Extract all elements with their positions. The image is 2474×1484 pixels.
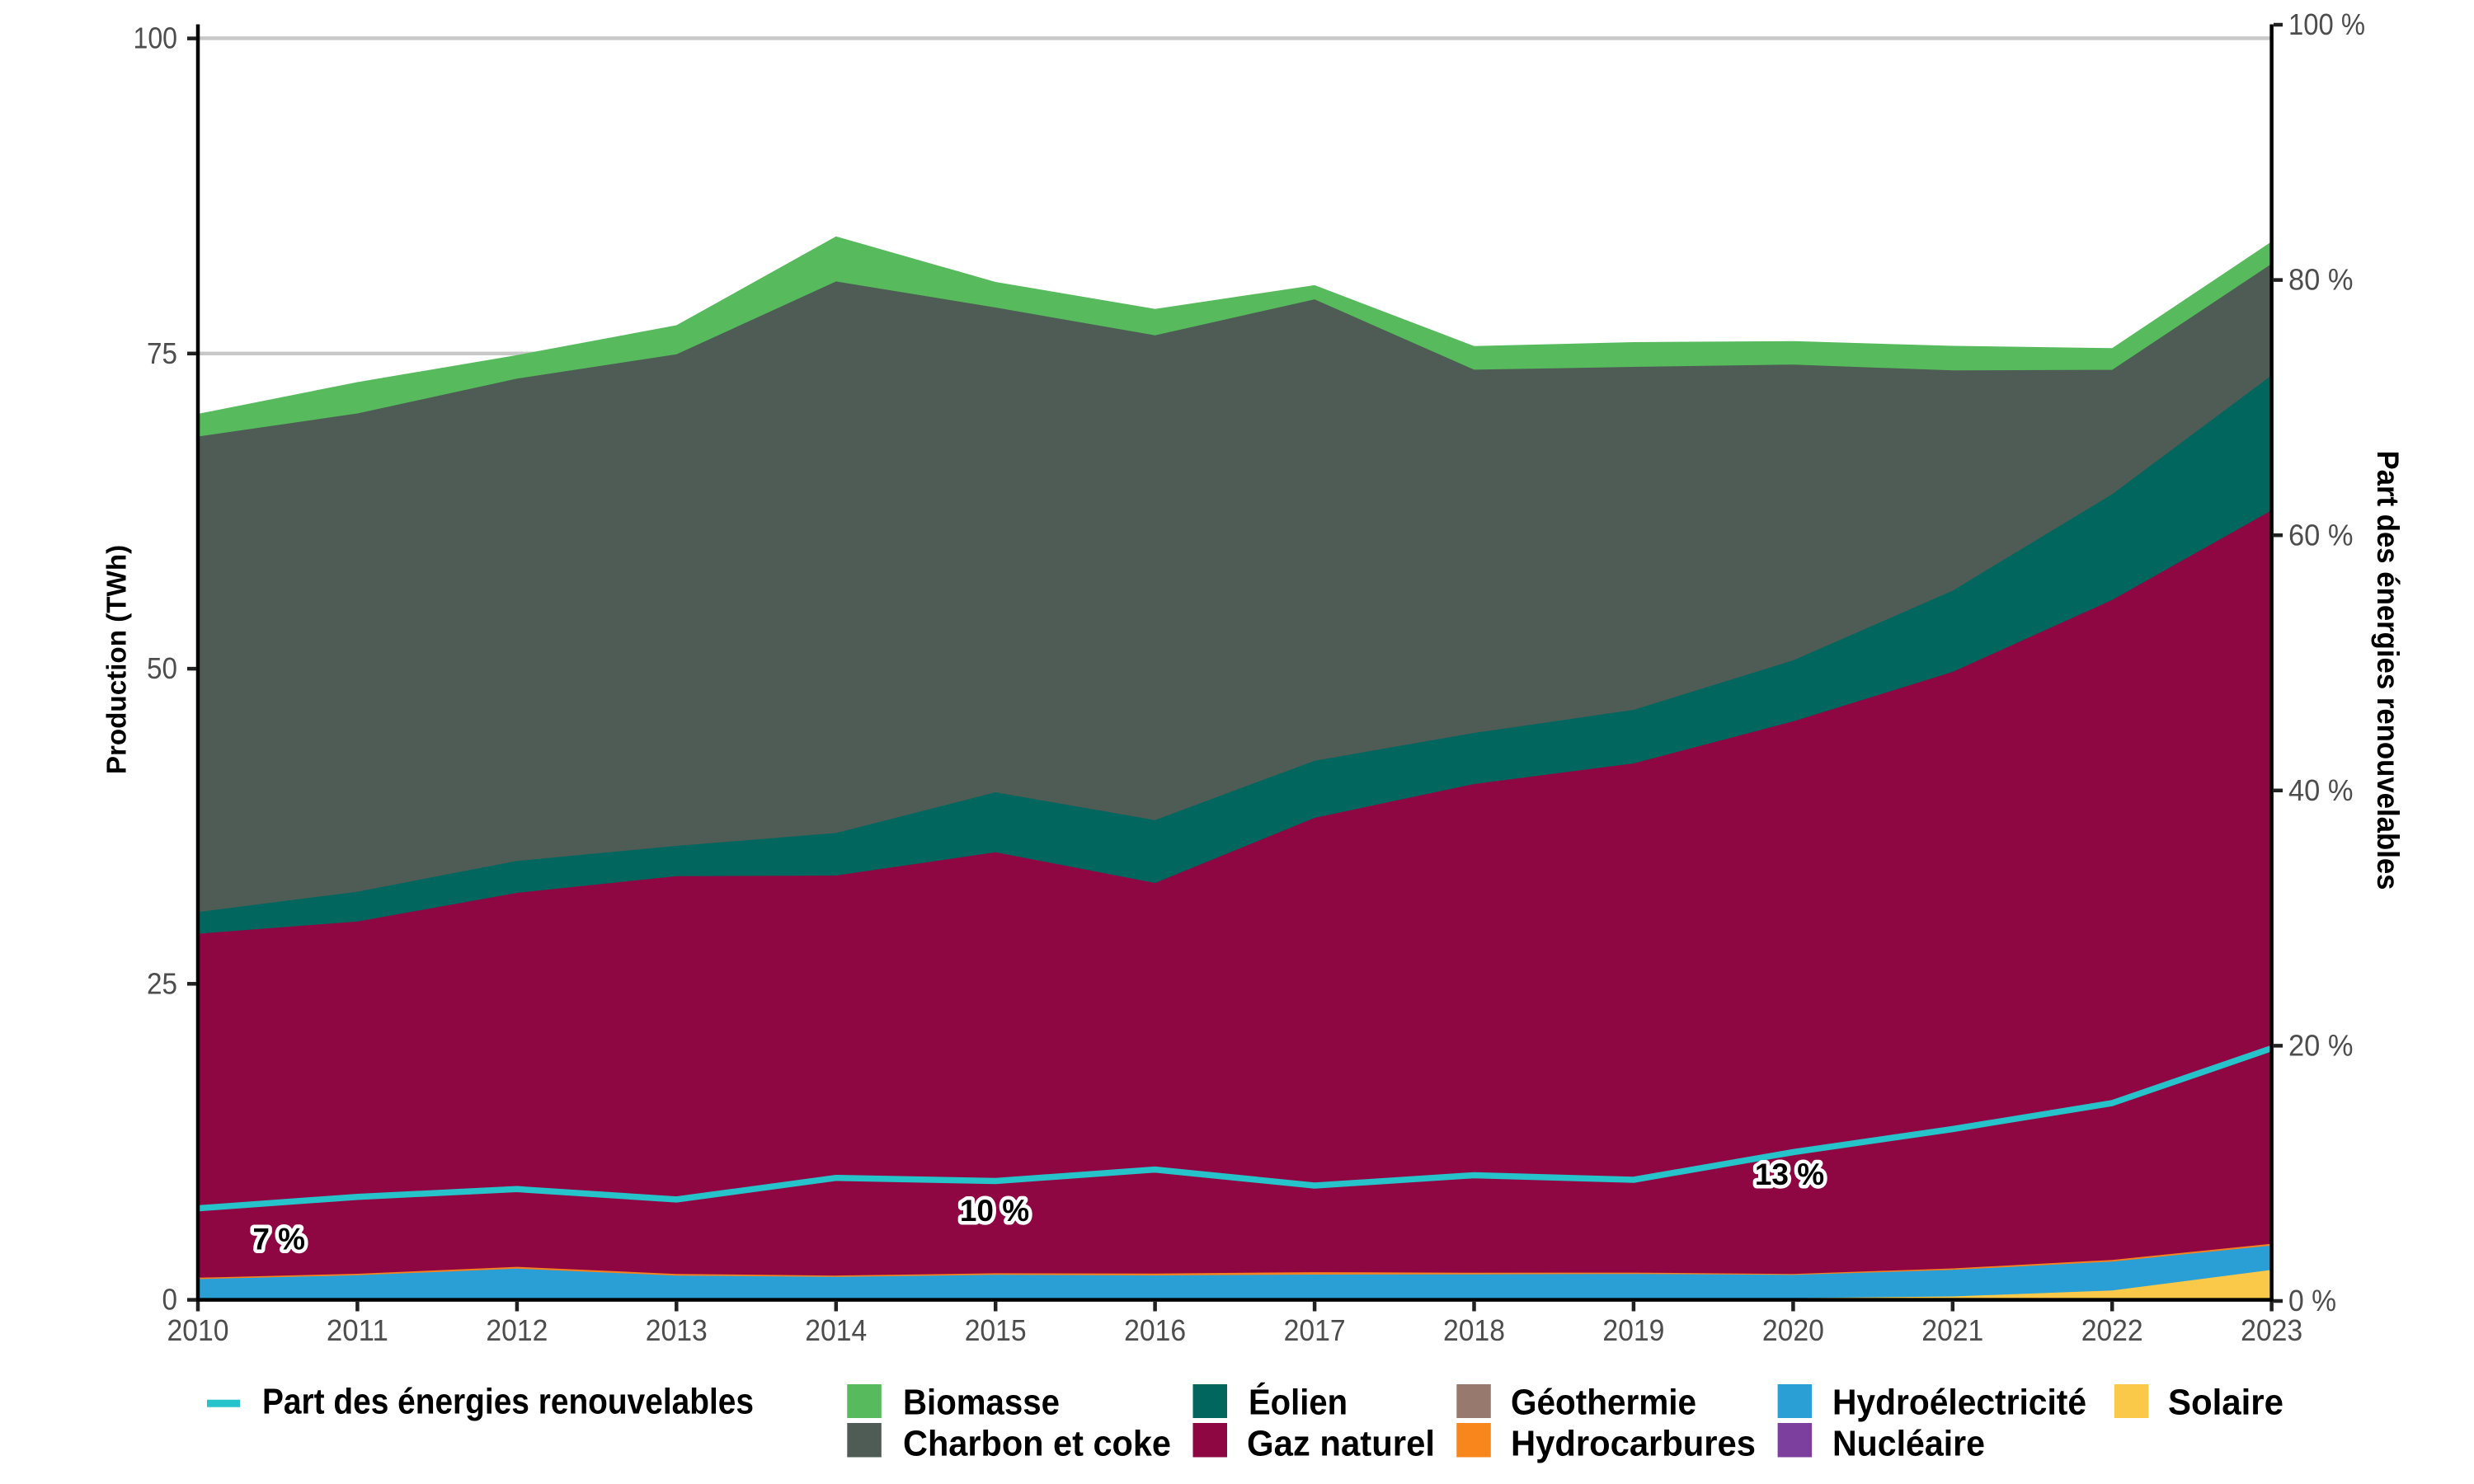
svg-text:25: 25 <box>147 966 177 1000</box>
svg-text:2017: 2017 <box>1284 1313 1346 1347</box>
svg-text:2015: 2015 <box>965 1313 1027 1347</box>
svg-text:2011: 2011 <box>327 1313 388 1347</box>
svg-text:Géothermie: Géothermie <box>1511 1383 1696 1423</box>
svg-text:80 %: 80 % <box>2288 263 2354 297</box>
svg-text:2013: 2013 <box>646 1313 708 1347</box>
svg-text:2016: 2016 <box>1124 1313 1186 1347</box>
svg-text:2023: 2023 <box>2241 1313 2302 1347</box>
svg-text:Solaire: Solaire <box>2168 1383 2284 1423</box>
svg-text:40 %: 40 % <box>2288 773 2354 807</box>
svg-text:Production (TWh): Production (TWh) <box>102 545 133 774</box>
svg-text:2012: 2012 <box>486 1313 548 1347</box>
svg-text:13 %: 13 % <box>1755 1158 1824 1191</box>
svg-text:10 %: 10 % <box>960 1194 1029 1228</box>
svg-text:Charbon et coke: Charbon et coke <box>903 1424 1171 1464</box>
svg-text:2021: 2021 <box>1921 1313 1983 1347</box>
svg-text:Biomasse: Biomasse <box>903 1383 1060 1423</box>
svg-text:75: 75 <box>147 336 177 370</box>
svg-text:0: 0 <box>162 1283 178 1317</box>
svg-text:Part des énergies renouvelable: Part des énergies renouvelables <box>262 1382 754 1422</box>
svg-text:50: 50 <box>147 651 177 685</box>
svg-text:2019: 2019 <box>1602 1313 1664 1347</box>
svg-text:Part des énergies renouvelable: Part des énergies renouvelables <box>2371 451 2405 890</box>
svg-text:Gaz naturel: Gaz naturel <box>1247 1424 1435 1464</box>
svg-text:60 %: 60 % <box>2288 518 2354 552</box>
svg-text:Éolien: Éolien <box>1249 1382 1348 1423</box>
svg-text:2022: 2022 <box>2081 1313 2143 1347</box>
svg-text:2014: 2014 <box>805 1313 867 1347</box>
svg-text:100 %: 100 % <box>2288 7 2365 41</box>
svg-text:2020: 2020 <box>1762 1313 1824 1347</box>
svg-text:2018: 2018 <box>1443 1313 1505 1347</box>
svg-text:100: 100 <box>134 21 178 55</box>
svg-text:20 %: 20 % <box>2288 1029 2354 1063</box>
svg-text:Nucléaire: Nucléaire <box>1832 1424 1985 1464</box>
svg-text:Hydroélectricité: Hydroélectricité <box>1832 1383 2086 1423</box>
svg-text:0 %: 0 % <box>2288 1284 2336 1317</box>
svg-text:Hydrocarbures: Hydrocarbures <box>1511 1424 1756 1464</box>
svg-text:2010: 2010 <box>167 1313 229 1347</box>
svg-text:7 %: 7 % <box>252 1223 305 1256</box>
